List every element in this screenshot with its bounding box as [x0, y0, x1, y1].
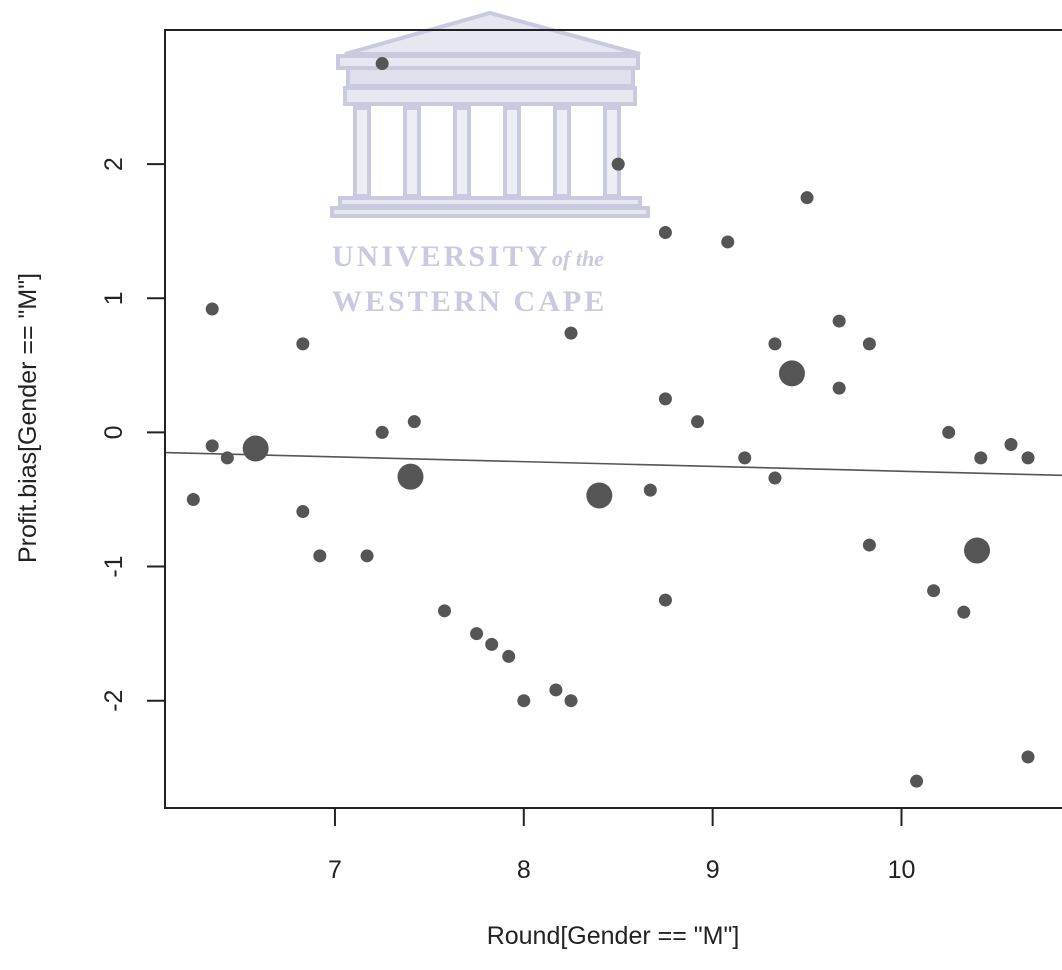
x-tick-label: 10 [888, 856, 916, 884]
data-point [220, 451, 234, 465]
data-point [296, 505, 310, 519]
y-tick-label: -2 [100, 690, 128, 712]
y-tick-label: 1 [100, 291, 128, 305]
data-point [437, 604, 451, 618]
data-point [205, 439, 219, 453]
data-point [186, 492, 200, 506]
data-point [643, 483, 657, 497]
data-point [964, 537, 991, 564]
points-layer [186, 57, 1035, 788]
data-point [957, 605, 971, 619]
watermark-line1-suffix: of the [552, 246, 604, 271]
data-point [910, 774, 924, 788]
x-axis-title: Round[Gender == "M"] [487, 922, 740, 950]
data-point [1021, 451, 1035, 465]
data-point [974, 451, 988, 465]
data-point [549, 683, 563, 697]
data-point [296, 337, 310, 351]
y-tick-label: 0 [100, 425, 128, 439]
data-point [586, 482, 613, 509]
data-point [502, 649, 516, 663]
y-tick-label: 2 [100, 157, 128, 171]
x-tick-label: 8 [517, 856, 531, 884]
data-point [862, 538, 876, 552]
x-tick-label: 7 [328, 856, 342, 884]
data-point [927, 584, 941, 598]
y-tick-label: -1 [100, 555, 128, 577]
watermark-line1: UNIVERSITY [332, 240, 550, 273]
data-point [564, 326, 578, 340]
data-point [470, 627, 484, 641]
data-point [485, 637, 499, 651]
data-point [691, 415, 705, 429]
data-point [658, 226, 672, 240]
data-point [375, 57, 389, 71]
data-point [360, 549, 374, 563]
watermark-building-icon [330, 10, 650, 218]
fit-line [164, 451, 1062, 477]
data-point [375, 425, 389, 439]
data-point [768, 337, 782, 351]
data-point [800, 191, 814, 205]
fit-line-layer [164, 451, 1062, 477]
x-axis: 7 8 9 10 [328, 807, 916, 884]
data-point [658, 392, 672, 406]
data-point [242, 435, 269, 462]
watermark-logo: UNIVERSITY of the WESTERN CAPE [330, 10, 650, 318]
data-point [942, 425, 956, 439]
data-point [564, 694, 578, 708]
data-point [832, 314, 846, 328]
watermark-line2: WESTERN CAPE [332, 285, 607, 318]
data-point [768, 471, 782, 485]
x-tick-label: 9 [706, 856, 720, 884]
data-point [832, 381, 846, 395]
data-point [721, 235, 735, 249]
data-point [1004, 437, 1018, 451]
data-point [658, 593, 672, 607]
data-point [1021, 750, 1035, 764]
data-point [205, 302, 219, 316]
data-point [397, 463, 424, 490]
y-axis-title: Profit.bias[Gender == "M"] [14, 273, 42, 563]
data-point [611, 157, 625, 171]
data-point [862, 337, 876, 351]
data-point [407, 415, 421, 429]
data-point [313, 549, 327, 563]
data-point [517, 694, 531, 708]
y-axis: -2 -1 0 1 2 [100, 157, 166, 712]
data-point [778, 360, 805, 387]
data-point [738, 451, 752, 465]
